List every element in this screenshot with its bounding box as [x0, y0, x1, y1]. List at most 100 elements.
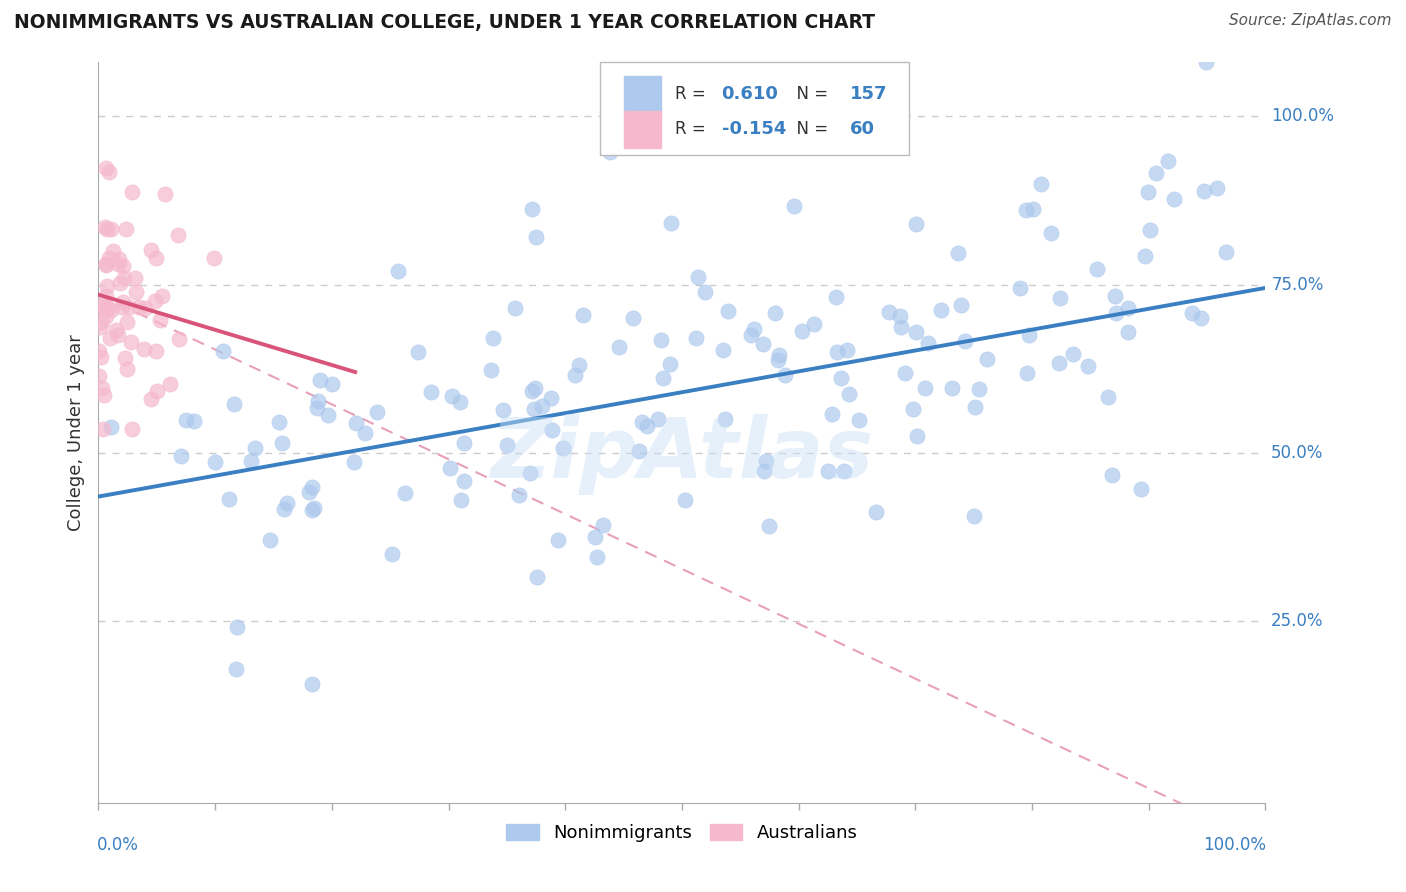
Point	[838, 387, 860, 401]
Point	[695, 285, 717, 300]
Text: Source: ZipAtlas.com: Source: ZipAtlas.com	[1229, 13, 1392, 29]
Point	[651, 370, 673, 384]
Point	[1139, 223, 1161, 237]
Point	[97, 165, 120, 179]
Point	[1163, 192, 1185, 206]
Point	[599, 145, 621, 160]
Point	[453, 436, 475, 450]
Point	[1062, 347, 1084, 361]
Point	[307, 394, 329, 409]
Text: ZipAtlas: ZipAtlas	[491, 414, 873, 495]
Point	[752, 337, 775, 351]
Point	[1077, 359, 1099, 373]
Point	[659, 357, 682, 371]
Point	[96, 222, 118, 236]
Point	[1104, 289, 1126, 303]
Point	[115, 221, 138, 235]
Point	[607, 340, 630, 354]
Point	[112, 295, 135, 310]
Point	[124, 271, 146, 285]
Point	[877, 305, 900, 319]
Point	[344, 416, 367, 430]
Point	[111, 259, 134, 273]
Point	[1181, 306, 1204, 320]
Point	[659, 217, 682, 231]
Point	[568, 359, 591, 373]
Point	[94, 257, 117, 271]
Point	[482, 331, 505, 345]
Point	[270, 435, 292, 450]
Point	[540, 392, 562, 406]
Point	[450, 493, 472, 508]
Point	[531, 399, 554, 413]
Point	[1049, 291, 1071, 305]
Point	[94, 219, 117, 234]
Point	[631, 415, 654, 429]
Point	[792, 324, 814, 338]
Point	[526, 569, 548, 583]
Point	[108, 252, 131, 266]
Point	[145, 251, 167, 265]
Point	[183, 414, 205, 428]
Point	[107, 256, 129, 270]
FancyBboxPatch shape	[600, 62, 910, 155]
Point	[1129, 483, 1152, 497]
Point	[541, 423, 564, 437]
Point	[212, 344, 235, 359]
Point	[145, 343, 167, 358]
Point	[1195, 54, 1218, 69]
Point	[273, 502, 295, 516]
Point	[408, 345, 430, 359]
Point	[94, 161, 117, 175]
Point	[121, 422, 143, 436]
Point	[134, 342, 156, 356]
Point	[967, 382, 990, 396]
Point	[276, 496, 298, 510]
Text: R =: R =	[675, 120, 711, 138]
Point	[914, 381, 936, 395]
Point	[547, 533, 569, 548]
Point	[307, 401, 329, 416]
Point	[768, 348, 790, 362]
Point	[202, 251, 225, 265]
Point	[803, 318, 825, 332]
Point	[107, 327, 129, 342]
Point	[1157, 154, 1180, 169]
Point	[87, 343, 110, 358]
Point	[955, 334, 977, 349]
Point	[87, 368, 110, 383]
Point	[89, 319, 111, 334]
Point	[111, 300, 134, 314]
Point	[479, 362, 502, 376]
Point	[297, 485, 319, 500]
Point	[96, 279, 118, 293]
Point	[118, 300, 141, 314]
Point	[105, 323, 128, 337]
Point	[115, 362, 138, 376]
Point	[321, 376, 343, 391]
Text: 50.0%: 50.0%	[1271, 444, 1323, 462]
Point	[170, 449, 193, 463]
Point	[1116, 301, 1139, 315]
Point	[1105, 306, 1128, 320]
Point	[894, 366, 917, 380]
Point	[343, 455, 366, 469]
Point	[150, 289, 173, 303]
Point	[647, 412, 669, 426]
Text: R =: R =	[675, 86, 711, 103]
Point	[128, 300, 150, 314]
Point	[522, 402, 544, 417]
Point	[159, 377, 181, 392]
Point	[354, 426, 377, 441]
Point	[1189, 311, 1212, 326]
Point	[112, 270, 135, 285]
Point	[94, 309, 117, 323]
Point	[441, 389, 464, 403]
Point	[1194, 184, 1216, 198]
Point	[524, 229, 547, 244]
Point	[120, 335, 142, 350]
Text: N =: N =	[786, 120, 834, 138]
Point	[145, 384, 167, 398]
Point	[143, 293, 166, 308]
Point	[167, 228, 190, 243]
